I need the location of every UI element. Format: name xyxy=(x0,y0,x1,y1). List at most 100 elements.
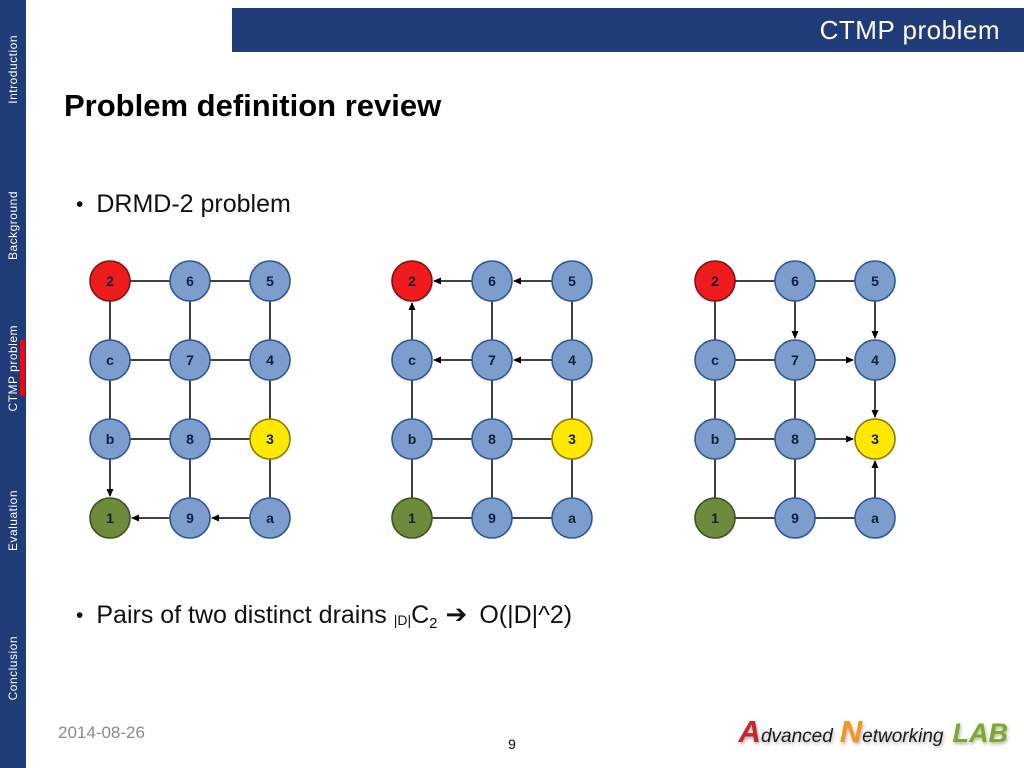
sidebar-item-label: Introduction xyxy=(6,34,20,104)
graph-node-label-4: 4 xyxy=(871,352,879,368)
header-bar: CTMP problem xyxy=(232,8,1024,52)
graph-node-8 xyxy=(471,418,513,460)
sidebar-item-label: Conclusion xyxy=(6,635,20,701)
graph-node-label-2: 2 xyxy=(106,273,114,289)
graph-node-label-c: c xyxy=(106,352,114,368)
logo-etworking: etworking xyxy=(862,726,944,747)
graph-node-1 xyxy=(89,497,131,539)
graph-node-1 xyxy=(391,497,433,539)
graph-node-b xyxy=(694,418,736,460)
graph-node-4 xyxy=(249,339,291,381)
graph-node-label-2: 2 xyxy=(408,273,416,289)
right-arrow-icon: ➔ xyxy=(445,599,468,629)
graph-drain-2: 2 6 5 c 7 4 b 8 3 1 9 a xyxy=(372,249,612,549)
graph-node-label-3: 3 xyxy=(568,431,576,447)
graph-node-label-c: c xyxy=(408,352,416,368)
graph-node-label-4: 4 xyxy=(266,352,274,368)
graph-node-label-8: 8 xyxy=(791,431,799,447)
graph-node-3 xyxy=(854,418,896,460)
graph-left-drain-1: 2 6 5 c 7 4 b 8 3 1 9 a xyxy=(89,260,291,539)
advanced-networking-lab-logo: Advanced Networking LAB xyxy=(739,714,1008,750)
graph-node-8 xyxy=(169,418,211,460)
graph-node-label-c: c xyxy=(711,352,719,368)
graph-node-9 xyxy=(169,497,211,539)
graph-node-5 xyxy=(249,260,291,302)
graph-node-2 xyxy=(391,260,433,302)
sidebar-item-background: Background xyxy=(0,162,26,290)
logo-letter-a: A xyxy=(738,714,761,749)
graph-node-label-3: 3 xyxy=(871,431,879,447)
graph-node-label-9: 9 xyxy=(488,510,496,526)
graph-node-c xyxy=(89,339,131,381)
graph-node-a xyxy=(551,497,593,539)
graph-node-label-1: 1 xyxy=(711,510,719,526)
bullet-marker: • xyxy=(76,604,84,627)
graph-drain-3: 2 6 5 c 7 4 b 8 3 1 9 a xyxy=(675,249,915,549)
graph-node-2 xyxy=(694,260,736,302)
graph-node-label-6: 6 xyxy=(488,273,496,289)
graph-node-label-6: 6 xyxy=(791,273,799,289)
graph-node-label-5: 5 xyxy=(568,273,576,289)
page-number: 9 xyxy=(508,736,516,752)
graph-node-c xyxy=(391,339,433,381)
bullet-pairs-text: Pairs of two distinct drains xyxy=(96,601,387,629)
graph-node-label-9: 9 xyxy=(186,510,194,526)
graph-node-label-6: 6 xyxy=(186,273,194,289)
graph-node-label-3: 3 xyxy=(266,431,274,447)
graph-node-label-b: b xyxy=(711,431,720,447)
active-section-indicator xyxy=(20,340,25,396)
graph-node-3 xyxy=(249,418,291,460)
graph-node-label-b: b xyxy=(408,431,417,447)
graph-node-label-4: 4 xyxy=(568,352,576,368)
subscript-2: 2 xyxy=(429,615,438,632)
graph-node-1 xyxy=(694,497,736,539)
header-section-label: CTMP problem xyxy=(819,15,1000,45)
graph-node-label-8: 8 xyxy=(488,431,496,447)
graph-node-label-8: 8 xyxy=(186,431,194,447)
graph-node-label-a: a xyxy=(568,510,576,526)
page-title: Problem definition review xyxy=(64,88,442,123)
sidebar-item-conclusion: Conclusion xyxy=(0,612,26,724)
graph-node-label-5: 5 xyxy=(871,273,879,289)
graph-node-label-2: 2 xyxy=(711,273,719,289)
graph-node-b xyxy=(89,418,131,460)
graph-node-label-a: a xyxy=(266,510,274,526)
sidebar-item-label: Background xyxy=(6,191,20,261)
pre-subscript-D: |D| xyxy=(393,612,412,628)
graph-node-9 xyxy=(471,497,513,539)
section-sidebar: Introduction Background CTMP problem Eva… xyxy=(0,0,26,768)
graph-node-label-1: 1 xyxy=(106,510,114,526)
footer-date: 2014-08-26 xyxy=(58,723,145,742)
graph-node-label-a: a xyxy=(871,510,879,526)
graph-node-3 xyxy=(551,418,593,460)
graph-node-label-7: 7 xyxy=(488,352,496,368)
graph-middle-drain-2: 2 6 5 c 7 4 b 8 3 1 9 a xyxy=(391,260,593,539)
graph-node-8 xyxy=(774,418,816,460)
complexity-text: O(|D|^2) xyxy=(479,601,573,629)
bullet-pairs-of-drains: • Pairs of two distinct drains |D|C2 ➔ O(|D… xyxy=(76,599,572,632)
sidebar-item-evaluation: Evaluation xyxy=(0,462,26,580)
graph-node-5 xyxy=(551,260,593,302)
sidebar-item-introduction: Introduction xyxy=(0,8,26,130)
graph-node-label-9: 9 xyxy=(791,510,799,526)
graph-node-7 xyxy=(774,339,816,381)
graph-drain-1: 2 6 5 c 7 4 b 8 3 1 9 a xyxy=(70,249,310,549)
bullet-marker: • xyxy=(76,193,84,216)
graph-node-label-b: b xyxy=(106,431,115,447)
sidebar-item-label: CTMP problem xyxy=(6,324,20,412)
graph-node-2 xyxy=(89,260,131,302)
graph-node-6 xyxy=(774,260,816,302)
graph-node-5 xyxy=(854,260,896,302)
combination-C: C xyxy=(411,601,430,629)
graph-node-4 xyxy=(551,339,593,381)
graph-node-label-5: 5 xyxy=(266,273,274,289)
graph-node-7 xyxy=(471,339,513,381)
graph-node-label-7: 7 xyxy=(791,352,799,368)
graph-right-drain-3: 2 6 5 c 7 4 b 8 3 1 9 a xyxy=(694,260,896,539)
graph-node-4 xyxy=(854,339,896,381)
bullet-drmd2-text: DRMD-2 problem xyxy=(96,190,291,218)
graph-node-c xyxy=(694,339,736,381)
graph-node-label-1: 1 xyxy=(408,510,416,526)
graph-node-6 xyxy=(169,260,211,302)
